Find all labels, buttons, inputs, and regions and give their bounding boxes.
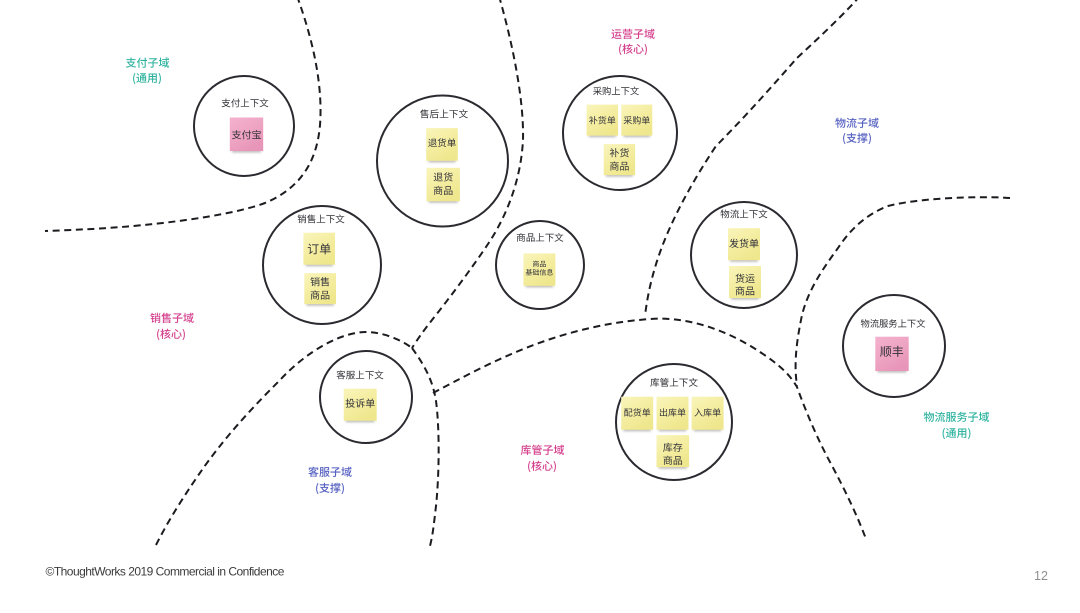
svg-text:©ThoughtWorks 2019 Commercial: ©ThoughtWorks 2019 Commercial in Confide… [46,565,285,579]
svg-text:12: 12 [1034,569,1048,583]
